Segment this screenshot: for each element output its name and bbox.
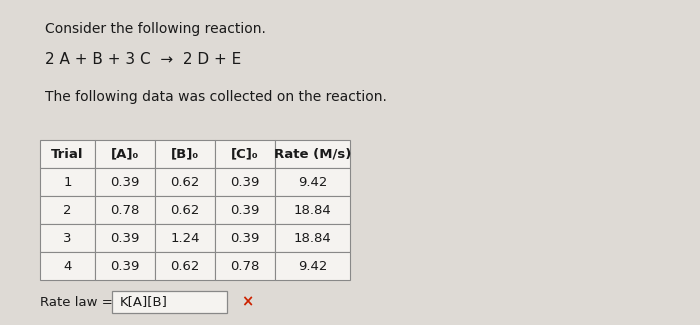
Bar: [95, 168, 155, 196]
Bar: [155, 252, 215, 280]
Text: 0.39: 0.39: [111, 231, 140, 244]
Bar: [95, 252, 155, 280]
Text: 0.39: 0.39: [230, 203, 260, 216]
Text: 0.39: 0.39: [111, 176, 140, 188]
Text: 0.78: 0.78: [111, 203, 140, 216]
Text: 3: 3: [63, 231, 71, 244]
Text: 9.42: 9.42: [298, 176, 327, 188]
Bar: [112, 291, 227, 313]
Text: Rate (M/s): Rate (M/s): [274, 148, 351, 161]
Bar: [275, 252, 350, 280]
Text: 0.62: 0.62: [170, 176, 199, 188]
Bar: [40, 224, 95, 252]
Text: 0.62: 0.62: [170, 203, 199, 216]
Bar: [155, 140, 215, 168]
Bar: [155, 224, 215, 252]
Bar: [215, 252, 275, 280]
Bar: [40, 196, 95, 224]
Bar: [215, 168, 275, 196]
Bar: [215, 196, 275, 224]
Bar: [275, 140, 350, 168]
Bar: [215, 140, 275, 168]
Bar: [275, 224, 350, 252]
Bar: [40, 168, 95, 196]
Text: [B]₀: [B]₀: [171, 148, 199, 161]
Text: 18.84: 18.84: [293, 231, 331, 244]
Text: ×: ×: [241, 294, 253, 309]
Text: Consider the following reaction.: Consider the following reaction.: [45, 22, 266, 36]
Bar: [215, 224, 275, 252]
Text: K[A][B]: K[A][B]: [120, 295, 168, 308]
Bar: [40, 252, 95, 280]
Text: Rate law =: Rate law =: [40, 295, 113, 308]
Text: 9.42: 9.42: [298, 259, 327, 272]
Bar: [40, 140, 95, 168]
Bar: [95, 140, 155, 168]
Bar: [95, 196, 155, 224]
Text: [C]₀: [C]₀: [231, 148, 259, 161]
Text: 18.84: 18.84: [293, 203, 331, 216]
Text: Trial: Trial: [51, 148, 84, 161]
Bar: [275, 168, 350, 196]
Text: 0.39: 0.39: [230, 176, 260, 188]
Text: 0.39: 0.39: [111, 259, 140, 272]
Bar: [95, 224, 155, 252]
Text: 2 A + B + 3 C  →  2 D + E: 2 A + B + 3 C → 2 D + E: [45, 52, 242, 67]
Text: 1.24: 1.24: [170, 231, 199, 244]
Text: 4: 4: [63, 259, 71, 272]
Text: 2: 2: [63, 203, 71, 216]
Text: 0.39: 0.39: [230, 231, 260, 244]
Bar: [155, 196, 215, 224]
Text: 0.62: 0.62: [170, 259, 199, 272]
Text: [A]₀: [A]₀: [111, 148, 139, 161]
Text: The following data was collected on the reaction.: The following data was collected on the …: [45, 90, 387, 104]
Text: 0.78: 0.78: [230, 259, 260, 272]
Bar: [275, 196, 350, 224]
Bar: [155, 168, 215, 196]
Text: 1: 1: [63, 176, 71, 188]
